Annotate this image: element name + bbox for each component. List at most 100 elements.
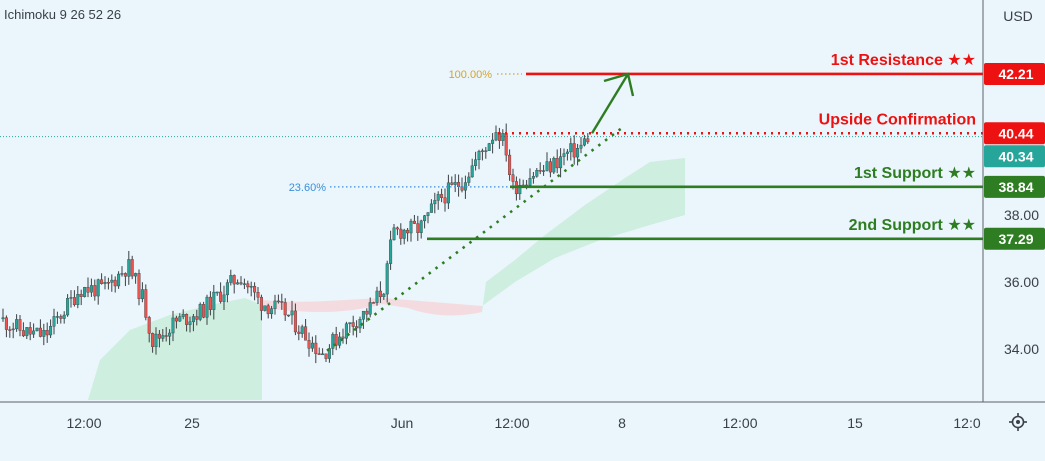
candle-body: [256, 291, 260, 298]
bear-candle: [100, 273, 104, 285]
bull-candle: [49, 319, 53, 339]
badge-first-resistance: 42.21: [984, 62, 1045, 85]
candle-body: [49, 325, 53, 336]
bear-candle: [508, 149, 512, 181]
candle-body: [419, 220, 423, 233]
time-axis[interactable]: [0, 402, 1045, 456]
candle-body: [21, 330, 25, 337]
settings-gear-icon[interactable]: [1009, 413, 1027, 431]
bull-candle: [42, 323, 46, 346]
bull-candle: [287, 314, 291, 317]
candle-body: [436, 194, 440, 201]
candle-body: [191, 316, 195, 323]
bear-candle: [202, 301, 206, 319]
candle-body: [314, 342, 318, 354]
bull-candle: [321, 348, 325, 356]
candle-body: [467, 176, 471, 183]
candle-body: [283, 302, 287, 316]
x-tick-label: 15: [847, 415, 863, 431]
bear-candle: [307, 332, 311, 357]
candle-body: [86, 287, 90, 293]
bull-candle: [385, 260, 389, 303]
bull-candle: [181, 309, 185, 320]
candle-body: [446, 182, 450, 204]
bull-candle: [103, 276, 107, 290]
upside-confirmation-label: Upside Confirmation: [819, 111, 976, 128]
candle-body: [412, 220, 416, 224]
candle-body: [457, 182, 461, 187]
candle-body: [76, 294, 80, 305]
bull-candle: [215, 291, 219, 296]
bull-candle: [535, 168, 539, 178]
bear-candle: [18, 314, 22, 337]
candle-body: [253, 286, 257, 293]
candle-body: [280, 301, 284, 303]
bull-candle: [117, 271, 121, 289]
candle-body: [25, 327, 29, 337]
candle-body: [276, 300, 280, 303]
bear-candle: [317, 347, 321, 355]
candle-body: [443, 197, 447, 204]
indicator-label: Ichimoku 9 26 52 26: [4, 7, 121, 22]
candle-body: [229, 275, 233, 283]
bull-candle: [168, 329, 172, 346]
bear-candle: [259, 294, 263, 321]
price-badge-value: 37.29: [998, 231, 1033, 247]
candle-body: [555, 157, 559, 169]
candle-body: [576, 148, 580, 158]
candle-body: [409, 220, 413, 234]
candle-body: [66, 298, 70, 316]
candle-body: [15, 319, 19, 330]
bear-candle: [256, 287, 260, 305]
bear-candle: [174, 315, 178, 329]
candle-body: [185, 314, 189, 325]
candle-body: [351, 322, 355, 327]
candle-body: [239, 282, 243, 285]
bull-candle: [480, 148, 484, 161]
candle-body: [565, 151, 569, 154]
fib-100-label: 100.00%: [449, 69, 493, 81]
candle-body: [365, 310, 369, 315]
bear-candle: [130, 255, 134, 280]
bull-candle: [477, 149, 481, 170]
bear-candle: [59, 314, 63, 324]
price-badge: [984, 175, 1045, 198]
first-resistance-label: 1st Resistance ★★: [831, 52, 976, 69]
candle-body: [195, 316, 199, 320]
candle-body: [511, 174, 515, 182]
bear-candle: [440, 188, 444, 203]
candle-body: [38, 327, 42, 337]
candle-body: [504, 133, 508, 156]
bear-candle: [586, 133, 590, 144]
candle-body: [117, 273, 121, 287]
bull-candle: [290, 300, 294, 325]
candle-body: [552, 157, 556, 173]
bear-candle: [208, 291, 212, 316]
cloud-bear-area: [262, 298, 482, 316]
candle-body: [382, 293, 386, 298]
bull-candle: [310, 336, 314, 352]
bear-candle: [412, 214, 416, 225]
bull-candle: [32, 323, 36, 338]
candle-body: [321, 353, 325, 356]
bull-candle: [263, 305, 267, 312]
candle-body: [338, 336, 342, 346]
candle-body: [579, 144, 583, 149]
candle-body: [327, 348, 331, 359]
candle-body: [416, 223, 420, 233]
candle-body: [123, 273, 127, 277]
bull-candle: [491, 133, 495, 154]
badge-second-support: 37.29: [984, 227, 1045, 250]
bull-candle: [368, 297, 372, 318]
bull-candle: [419, 219, 423, 239]
y-tick-label: 34.00: [1004, 341, 1039, 357]
x-tick-label: 8: [618, 415, 626, 431]
candle-body: [559, 156, 563, 169]
bull-candle: [134, 272, 138, 284]
bull-candle: [249, 281, 253, 297]
candle-body: [395, 227, 399, 230]
bear-candle: [372, 301, 376, 304]
bull-candle: [494, 125, 498, 142]
